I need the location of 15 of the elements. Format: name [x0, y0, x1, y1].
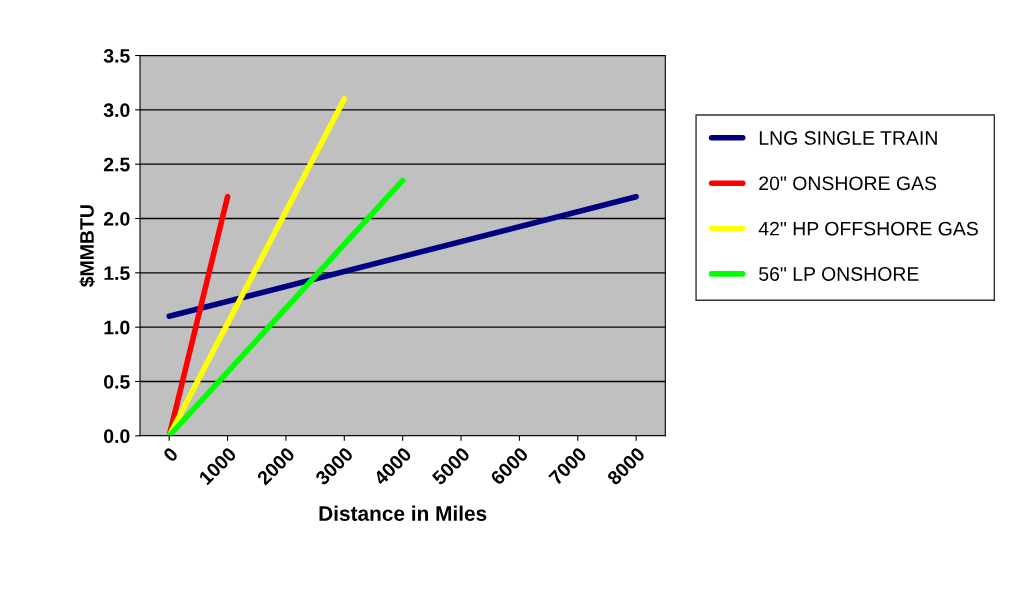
y-tick-label: 3.5 [103, 48, 130, 63]
y-tick-label: 0.0 [104, 429, 130, 444]
y-tick-label: 1.0 [104, 320, 130, 335]
legend-label: 42" HP OFFSHORE GAS [758, 221, 978, 236]
legend-label: 20" ONSHORE GAS [759, 176, 937, 191]
x-tick-label: 0 [162, 446, 179, 463]
x-axis-title: Distance in Miles [319, 505, 487, 521]
y-tick-label: 2.5 [103, 157, 130, 172]
legend-label: 56" LP ONSHORE [759, 267, 919, 281]
y-tick-label: 0.5 [104, 374, 130, 389]
legend-label: LNG SINGLE TRAIN [759, 131, 937, 145]
y-tick-label: 1.5 [104, 266, 130, 281]
y-axis-title: $MMBTU [79, 205, 96, 287]
y-tick-label: 2.0 [103, 211, 130, 226]
y-tick-label: 3.0 [103, 103, 130, 118]
